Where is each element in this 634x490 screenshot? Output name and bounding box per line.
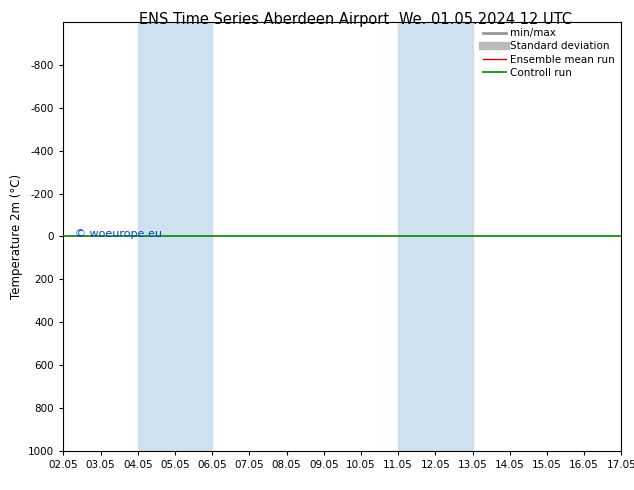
Bar <box>138 22 212 451</box>
Text: © woeurope.eu: © woeurope.eu <box>75 229 162 239</box>
Text: We. 01.05.2024 12 UTC: We. 01.05.2024 12 UTC <box>399 12 573 27</box>
Text: ENS Time Series Aberdeen Airport: ENS Time Series Aberdeen Airport <box>139 12 390 27</box>
Bar <box>398 22 472 451</box>
Y-axis label: Temperature 2m (°C): Temperature 2m (°C) <box>10 174 23 299</box>
Legend: min/max, Standard deviation, Ensemble mean run, Controll run: min/max, Standard deviation, Ensemble me… <box>479 24 619 82</box>
